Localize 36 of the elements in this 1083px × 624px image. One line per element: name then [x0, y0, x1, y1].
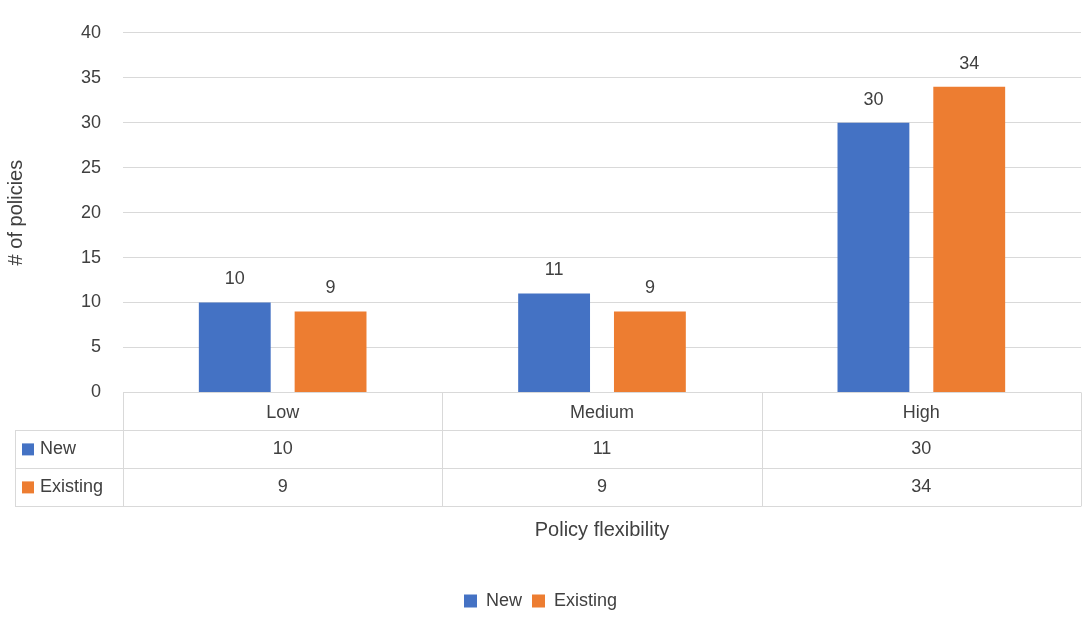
- x-tick-label: Medium: [569, 402, 635, 423]
- y-tick-label: 35: [80, 66, 101, 87]
- text: 9: [596, 476, 608, 497]
- y-tick-label: 5: [90, 336, 101, 357]
- text: 34: [911, 476, 932, 497]
- text: New: [485, 589, 522, 610]
- x-tick-label: High: [902, 402, 940, 423]
- legend-label: New: [40, 438, 78, 459]
- text: Existing: [40, 476, 104, 497]
- y-tick-label: 10: [80, 291, 101, 312]
- legend-label: Existing: [553, 589, 618, 610]
- bar: [613, 311, 686, 392]
- data-label: 34: [959, 52, 980, 73]
- data-label: 30: [863, 88, 884, 109]
- text: 9: [277, 476, 288, 497]
- bar: [198, 302, 271, 392]
- data-label: 9: [644, 277, 655, 298]
- bar: [837, 122, 910, 392]
- y-axis-title: # of policies: [3, 159, 26, 266]
- x-tick-label: Low: [266, 402, 301, 423]
- bar: [933, 86, 1006, 392]
- y-tick-label: 30: [80, 111, 101, 132]
- text: 10: [272, 438, 293, 459]
- y-tick-label: 25: [80, 156, 101, 177]
- bar: [294, 311, 367, 392]
- y-tick-label: 40: [80, 21, 101, 42]
- text: 11: [592, 438, 612, 459]
- data-label: 10: [224, 268, 245, 289]
- data-label: 11: [544, 259, 564, 280]
- text: 30: [911, 438, 932, 459]
- bar: [518, 293, 591, 392]
- x-axis-title: Policy flexibility: [534, 517, 670, 540]
- data-label: 9: [325, 277, 336, 298]
- y-tick-label: 15: [80, 246, 101, 267]
- y-tick-label: 20: [80, 201, 101, 222]
- y-tick-label: 0: [90, 381, 101, 402]
